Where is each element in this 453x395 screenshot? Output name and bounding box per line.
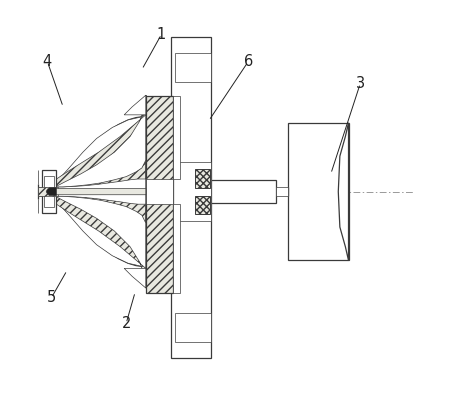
Polygon shape: [124, 95, 146, 115]
Bar: [146, 96, 173, 293]
Bar: [288, 123, 348, 260]
Polygon shape: [48, 115, 146, 187]
Bar: [38, 187, 58, 196]
Bar: [42, 170, 57, 213]
Text: 6: 6: [244, 54, 253, 69]
Bar: [146, 179, 173, 204]
Bar: [173, 96, 180, 179]
Text: 2: 2: [121, 316, 131, 331]
Text: 5: 5: [47, 290, 56, 305]
Polygon shape: [48, 196, 146, 268]
Text: 1: 1: [157, 26, 166, 41]
Bar: [211, 180, 276, 203]
Polygon shape: [338, 123, 348, 260]
Polygon shape: [48, 179, 146, 204]
Bar: [173, 204, 180, 293]
Text: 3: 3: [356, 76, 365, 91]
Bar: [195, 196, 210, 214]
Bar: [44, 176, 54, 207]
Polygon shape: [52, 188, 146, 195]
Text: 4: 4: [43, 54, 52, 69]
Polygon shape: [48, 196, 146, 288]
Bar: [175, 313, 211, 342]
Bar: [171, 162, 211, 221]
Bar: [276, 187, 288, 196]
Bar: [175, 53, 211, 82]
Polygon shape: [46, 95, 146, 288]
Polygon shape: [46, 188, 57, 196]
Polygon shape: [124, 268, 146, 288]
Bar: [171, 37, 211, 358]
Polygon shape: [48, 95, 146, 187]
Bar: [195, 169, 210, 188]
